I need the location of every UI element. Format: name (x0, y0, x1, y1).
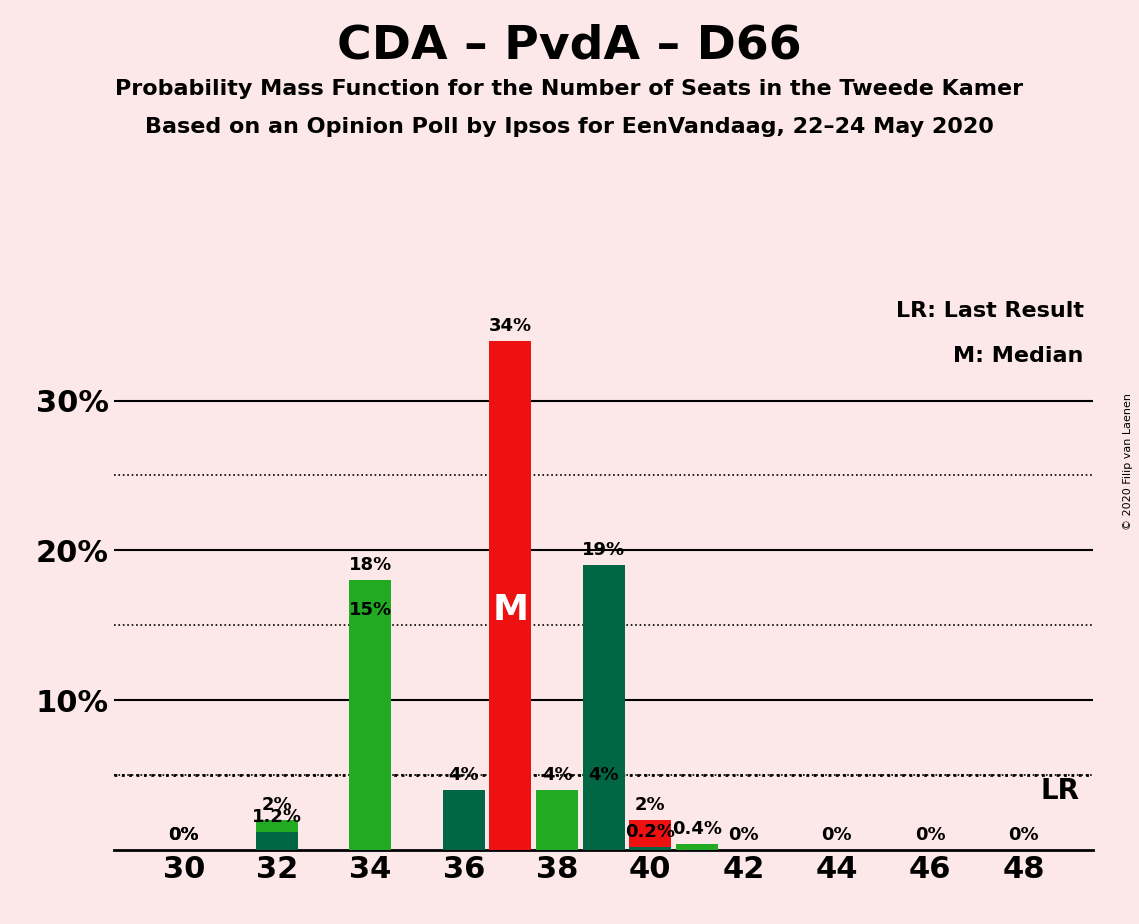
Text: © 2020 Filip van Laenen: © 2020 Filip van Laenen (1123, 394, 1133, 530)
Text: 4%: 4% (449, 766, 480, 784)
Bar (490, 341, 532, 850)
Text: M: Median: M: Median (953, 346, 1083, 366)
Bar (583, 565, 624, 850)
Bar (350, 580, 392, 850)
Bar (256, 821, 298, 850)
Text: 2%: 2% (262, 796, 293, 814)
Bar (630, 821, 671, 850)
Text: CDA – PvdA – D66: CDA – PvdA – D66 (337, 23, 802, 68)
Text: 4%: 4% (589, 766, 618, 784)
Text: 0%: 0% (1008, 826, 1039, 845)
Text: 0.4%: 0.4% (672, 821, 722, 838)
Bar (675, 845, 718, 850)
Bar (256, 833, 298, 850)
Bar (630, 847, 671, 850)
Text: 34%: 34% (489, 317, 532, 334)
Text: 0%: 0% (169, 826, 199, 845)
Text: 0%: 0% (728, 826, 759, 845)
Bar (536, 790, 577, 850)
Bar (350, 626, 392, 850)
Bar (583, 790, 624, 850)
Text: M: M (492, 593, 528, 627)
Text: 0%: 0% (821, 826, 852, 845)
Text: 15%: 15% (349, 602, 392, 619)
Text: 4%: 4% (542, 766, 572, 784)
Text: 0%: 0% (915, 826, 945, 845)
Text: LR: Last Result: LR: Last Result (895, 301, 1083, 322)
Text: 19%: 19% (582, 541, 625, 559)
Text: 18%: 18% (349, 556, 392, 575)
Bar (443, 790, 485, 850)
Text: 2%: 2% (636, 796, 665, 814)
Text: Based on an Opinion Poll by Ipsos for EenVandaag, 22–24 May 2020: Based on an Opinion Poll by Ipsos for Ee… (145, 117, 994, 138)
Text: 0.2%: 0.2% (625, 823, 675, 841)
Text: Probability Mass Function for the Number of Seats in the Tweede Kamer: Probability Mass Function for the Number… (115, 79, 1024, 99)
Text: 1.2%: 1.2% (252, 808, 302, 826)
Text: 0%: 0% (169, 826, 199, 845)
Text: LR: LR (1040, 777, 1080, 806)
